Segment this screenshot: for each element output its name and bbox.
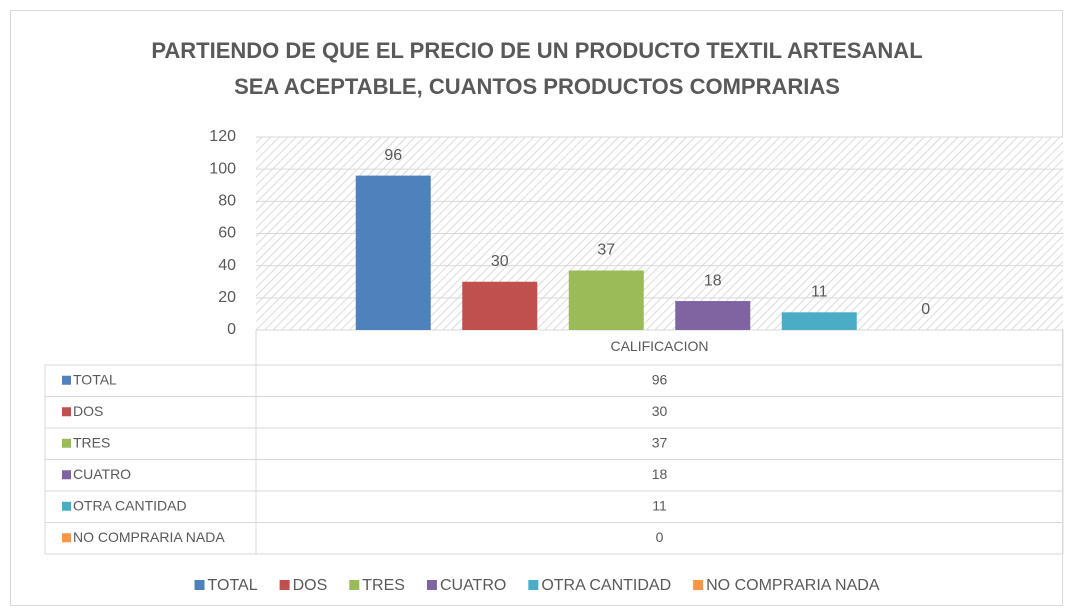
table-value: 18 bbox=[652, 466, 668, 482]
table-value: 30 bbox=[652, 403, 668, 419]
table-row-label: TOTAL bbox=[73, 371, 117, 387]
legend-label: TRES bbox=[362, 577, 405, 594]
legend-label: TOTAL bbox=[208, 577, 258, 594]
data-label: 96 bbox=[384, 147, 402, 164]
data-label: 30 bbox=[491, 253, 509, 270]
table-row-label: TRES bbox=[73, 434, 110, 450]
chart-title: PARTIENDO DE QUE EL PRECIO DE UN PRODUCT… bbox=[151, 38, 922, 63]
table-row-label: NO COMPRARIA NADA bbox=[73, 529, 225, 545]
bar bbox=[462, 281, 538, 330]
table-row-label: DOS bbox=[73, 403, 103, 419]
table-legend-key bbox=[62, 533, 71, 543]
y-tick-label: 120 bbox=[209, 128, 236, 145]
legend-key bbox=[349, 580, 360, 590]
legend-key bbox=[426, 580, 437, 590]
legend-label: DOS bbox=[293, 577, 328, 594]
legend-key bbox=[194, 580, 205, 590]
legend-label: NO COMPRARIA NADA bbox=[706, 577, 880, 594]
chart-title: SEA ACEPTABLE, CUANTOS PRODUCTOS COMPRAR… bbox=[234, 74, 840, 99]
table-value: 11 bbox=[652, 497, 667, 513]
bar bbox=[675, 301, 751, 330]
table-value: 37 bbox=[652, 434, 668, 450]
table-row-label: CUATRO bbox=[73, 466, 131, 482]
table-legend-key bbox=[62, 501, 71, 511]
data-label: 0 bbox=[921, 301, 930, 318]
table-legend-key bbox=[62, 438, 71, 448]
legend-label: CUATRO bbox=[440, 577, 506, 594]
y-tick-label: 80 bbox=[218, 193, 236, 210]
legend-key bbox=[528, 580, 539, 590]
data-label: 11 bbox=[811, 284, 828, 301]
legend: TOTAL DOS TRES CUATRO OTRA CANTIDAD NO COMPRA… bbox=[194, 577, 880, 594]
table-row-label: OTRA CANTIDAD bbox=[73, 497, 187, 513]
y-tick-label: 0 bbox=[227, 321, 236, 338]
table-legend-key bbox=[62, 375, 71, 385]
legend-key bbox=[279, 580, 290, 590]
table-legend-key bbox=[62, 407, 71, 417]
table-value: 96 bbox=[652, 371, 668, 387]
legend-label: OTRA CANTIDAD bbox=[541, 577, 671, 594]
bar bbox=[781, 312, 857, 330]
data-label: 18 bbox=[704, 272, 722, 289]
bar bbox=[355, 175, 431, 330]
y-tick-label: 40 bbox=[218, 257, 236, 274]
table-value: 0 bbox=[656, 529, 664, 545]
data-label: 37 bbox=[597, 242, 615, 259]
table-legend-key bbox=[62, 470, 71, 480]
legend-key bbox=[693, 580, 704, 590]
table-header: CALIFICACION bbox=[610, 338, 708, 354]
y-tick-label: 20 bbox=[218, 289, 236, 306]
bar bbox=[568, 270, 644, 330]
y-tick-label: 100 bbox=[209, 160, 236, 177]
y-tick-label: 60 bbox=[218, 225, 236, 242]
